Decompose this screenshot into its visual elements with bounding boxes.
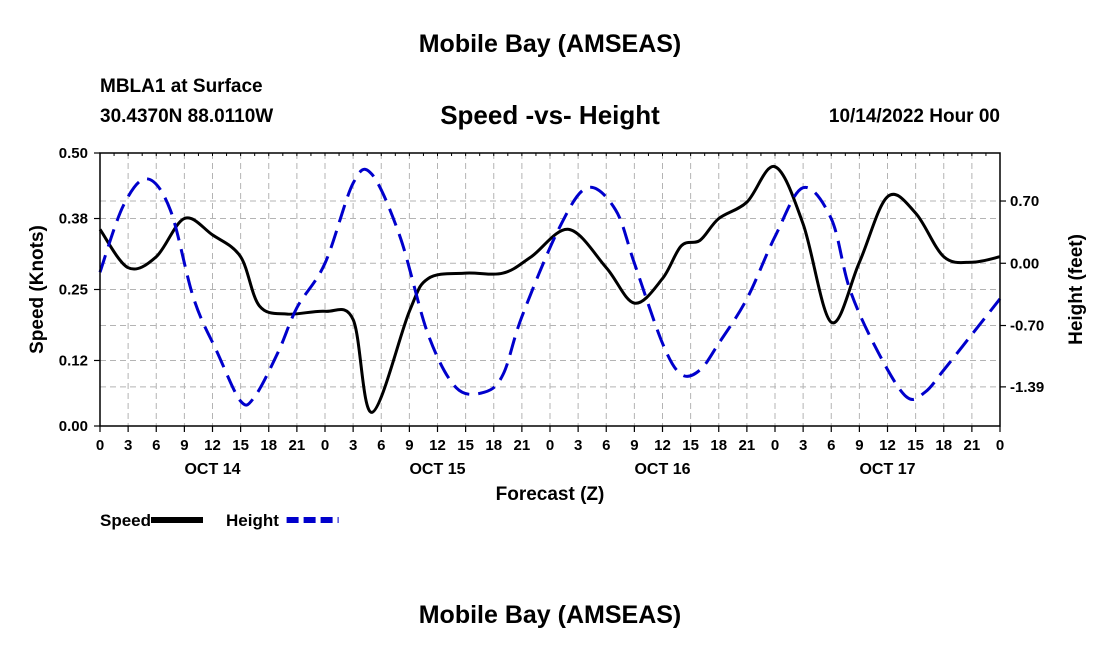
x-tick-label: 12 [429,437,446,454]
x-tick-label: 3 [349,437,357,454]
y2-tick-label: 0.70 [1010,193,1039,210]
x-tick-label: 21 [289,437,306,454]
axis-labels: 0 3 6 9 12 15 18 21 0 3 6 9 12 15 18 21 0 3 6 9 12 15 18 21 0 3 6 9… [27,145,1087,505]
x-tick-label: 0 [996,437,1004,454]
y2-tick-label: -1.39 [1010,379,1044,396]
x-tick-label: 15 [682,437,699,454]
grid [100,153,1000,426]
x-tick-label: 12 [204,437,221,454]
y2-tick-label: 0.00 [1010,255,1039,272]
x-tick-label: 18 [935,437,952,454]
x-tick-label: 9 [630,437,638,454]
x-tick-label: 12 [879,437,896,454]
x-tick-label: 0 [96,437,104,454]
y-tick-label: 0.25 [59,282,88,299]
x-tick-label: 3 [124,437,132,454]
x-tick-label: 12 [654,437,671,454]
y-axis-title: Speed (Knots) [27,225,48,354]
x-tick-label: 0 [546,437,554,454]
x-tick-label: 3 [799,437,807,454]
height-series-line [98,167,1002,407]
x-tick-label: 18 [710,437,727,454]
station-coordinates: 30.4370N 88.0110W [100,106,274,127]
x-tick-label: 6 [152,437,160,454]
speed-series-line [98,165,1001,414]
day-label: OCT 16 [634,461,690,478]
bottom-chart-title: Mobile Bay (AMSEAS) [418,601,682,629]
x-tick-label: 15 [457,437,474,454]
x-tick-label: 18 [260,437,277,454]
x-tick-label: 15 [232,437,249,454]
x-tick-label: 6 [377,437,385,454]
y2-tick-label: -0.70 [1010,318,1044,335]
day-label: OCT 14 [184,461,240,478]
x-tick-label: 0 [771,437,779,454]
height-legend-label: Height [226,511,279,530]
legend: Speed Height [100,511,339,530]
x-tick-label: 21 [739,437,756,454]
x-tick-label: 21 [964,437,981,454]
speed-legend-label: Speed [100,511,151,530]
day-label: OCT 15 [409,461,465,478]
x-tick-label: 0 [321,437,329,454]
chart-subtitle: Speed -vs- Height [440,100,660,130]
forecast-datetime: 10/14/2022 Hour 00 [828,106,1000,127]
x-tick-label: 9 [855,437,863,454]
x-tick-label: 3 [574,437,582,454]
x-tick-label: 9 [180,437,188,454]
x-axis-title: Forecast (Z) [496,484,605,505]
chart-title: Mobile Bay (AMSEAS) [418,30,682,58]
y2-axis-title: Height (feet) [1066,234,1087,345]
series-layer [98,165,1002,414]
x-tick-label: 6 [602,437,610,454]
x-tick-label: 9 [405,437,413,454]
x-tick-label: 15 [907,437,924,454]
y-tick-label: 0.12 [59,352,88,369]
station-label: MBLA1 at Surface [100,76,263,97]
y-tick-label: 0.00 [59,418,88,435]
x-tick-label: 18 [485,437,502,454]
x-tick-label: 21 [514,437,531,454]
ticks [94,152,1006,432]
day-label: OCT 17 [859,461,915,478]
y-tick-label: 0.38 [59,211,88,228]
x-tick-label: 6 [827,437,835,454]
y-tick-label: 0.50 [59,145,88,162]
